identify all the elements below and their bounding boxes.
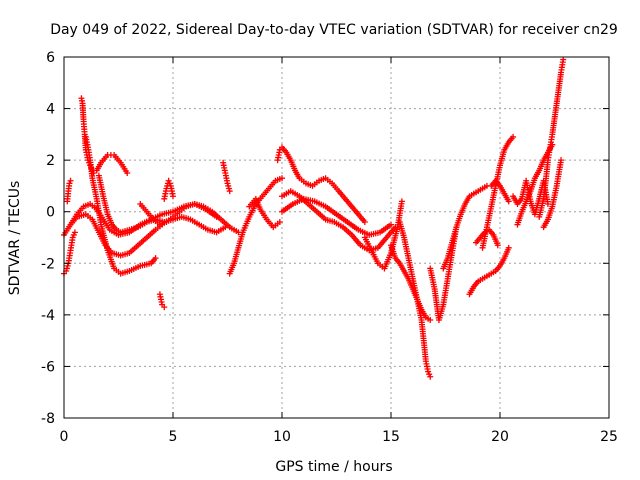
series-arc-i [156, 291, 168, 311]
series-arc-s [396, 219, 434, 380]
y-tick-label: -4 [41, 308, 55, 324]
series-arc-o [279, 188, 399, 254]
data-point [279, 175, 285, 182]
data-point [161, 304, 168, 311]
series-arc-r [388, 242, 434, 324]
data-point [388, 221, 394, 228]
series-arc-h [137, 200, 242, 236]
x-tick-label: 0 [60, 429, 69, 445]
data-point [124, 170, 131, 177]
series-arc-b [61, 229, 78, 277]
data-point [510, 133, 517, 140]
y-tick-label: 0 [46, 205, 55, 221]
series-arc-e [82, 133, 159, 277]
data-point [170, 193, 176, 200]
data-point [226, 188, 233, 195]
series-arc-v [466, 244, 512, 298]
x-tick-label: 15 [382, 429, 400, 445]
data-point [558, 157, 565, 164]
data-point [276, 219, 283, 226]
data-point [560, 56, 567, 63]
series-arc-w [479, 133, 517, 251]
x-tick-label: 20 [491, 429, 509, 445]
series-arc-c [64, 177, 74, 205]
series-arc-ab [540, 157, 565, 231]
data-point [152, 255, 159, 262]
y-tick-label: 6 [46, 50, 55, 66]
axes: 0 5 10 15 20 25 -8 -6 -4 -2 0 2 4 6 [41, 50, 618, 445]
series-arc-m [246, 195, 283, 231]
series-arc-j [161, 177, 176, 202]
data-points [61, 56, 567, 380]
x-tick-label: 25 [600, 429, 618, 445]
y-axis-label: SDTVAR / TECUs [7, 181, 23, 296]
x-tick-label: 10 [273, 429, 291, 445]
series-arc-aa [536, 56, 567, 220]
data-point [427, 373, 434, 380]
data-point [67, 177, 74, 184]
data-point [505, 244, 512, 251]
y-tick-label: 2 [46, 153, 55, 169]
y-tick-label: -8 [41, 411, 55, 427]
y-tick-label: 4 [46, 102, 55, 118]
series-arc-t [427, 224, 460, 324]
data-point [71, 229, 78, 236]
data-point [398, 198, 405, 205]
data-point [361, 219, 368, 226]
grid-lines [64, 57, 609, 418]
data-point [427, 317, 434, 324]
series-arc-k [220, 159, 233, 195]
x-axis-label: GPS time / hours [275, 459, 392, 475]
series-arc-n [274, 144, 368, 226]
y-tick-label: -2 [41, 256, 55, 272]
series-arc-g [95, 172, 229, 236]
x-tick-label: 5 [169, 429, 178, 445]
series-arc-x [473, 226, 501, 249]
plot-frame [63, 56, 610, 419]
data-point [494, 242, 501, 249]
y-tick-label: -6 [41, 359, 55, 375]
series-arc-p [279, 195, 394, 238]
chart-title: Day 049 of 2022, Sidereal Day-to-day VTE… [50, 22, 618, 38]
data-point [505, 198, 512, 205]
